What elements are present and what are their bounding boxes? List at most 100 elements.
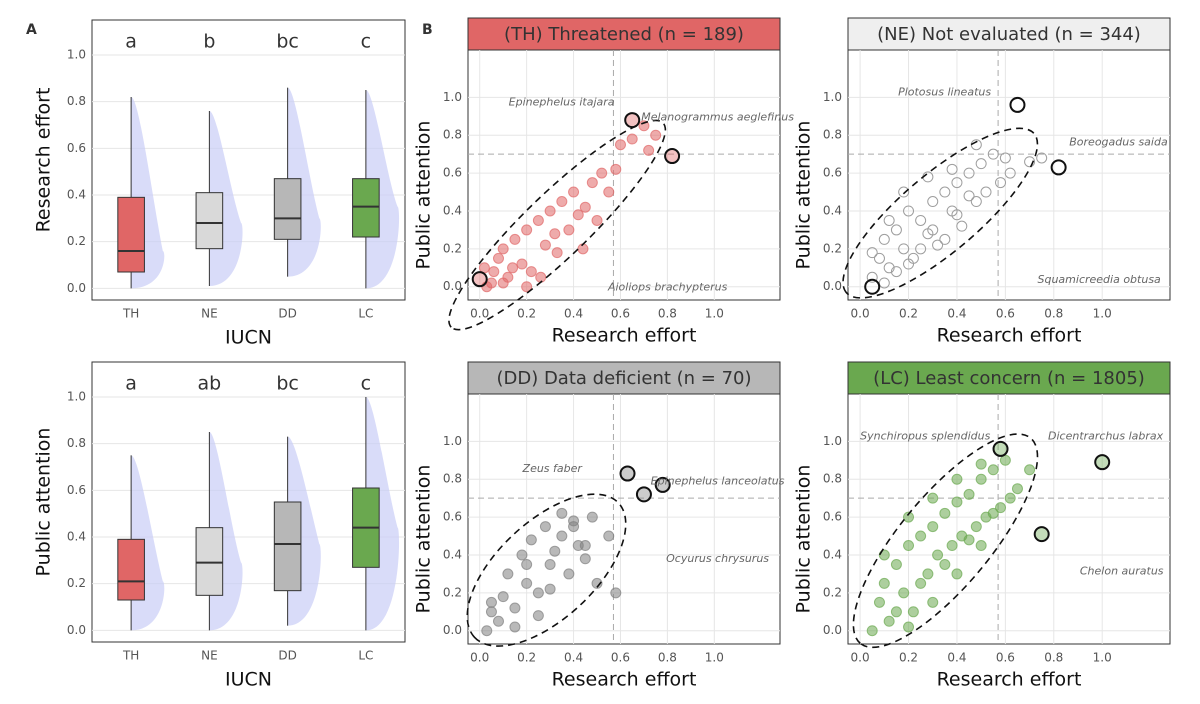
point bbox=[1011, 483, 1023, 495]
point bbox=[509, 233, 521, 245]
point bbox=[539, 521, 551, 533]
x-tick-label: 1.0 bbox=[705, 307, 724, 321]
point bbox=[903, 540, 915, 552]
y-tick-label: 0.8 bbox=[823, 472, 842, 486]
group-letter: ab bbox=[198, 373, 222, 395]
point bbox=[549, 545, 561, 557]
point bbox=[591, 214, 603, 226]
point bbox=[980, 186, 992, 198]
point bbox=[927, 596, 939, 608]
point bbox=[927, 521, 939, 533]
point bbox=[932, 549, 944, 561]
point bbox=[873, 252, 885, 264]
title-strip bbox=[467, 17, 781, 51]
point bbox=[898, 186, 910, 198]
species-label: Boreogadus saida bbox=[1069, 136, 1168, 149]
highlighted-point bbox=[664, 148, 681, 165]
point bbox=[956, 220, 968, 232]
highlighted-point bbox=[1050, 159, 1067, 176]
y-tick-label: 0.0 bbox=[67, 623, 86, 637]
point bbox=[551, 247, 563, 259]
y-axis-label: Public attention bbox=[793, 465, 815, 614]
x-tick-label: 0.6 bbox=[996, 651, 1015, 665]
point bbox=[951, 473, 963, 485]
species-label: Chelon auratus bbox=[1080, 565, 1164, 578]
point bbox=[951, 209, 963, 221]
point bbox=[939, 558, 951, 570]
x-axis-label: IUCN bbox=[225, 327, 272, 349]
point bbox=[946, 540, 958, 552]
point bbox=[507, 262, 519, 274]
point bbox=[610, 163, 622, 175]
y-tick-label: 0.2 bbox=[823, 585, 842, 599]
point bbox=[525, 266, 537, 278]
y-tick-label: 0.0 bbox=[443, 279, 462, 293]
y-tick-label: 0.0 bbox=[823, 623, 842, 637]
x-tick-label: 0.4 bbox=[947, 307, 966, 321]
point bbox=[556, 530, 568, 542]
y-tick-label: 0.0 bbox=[67, 281, 86, 295]
y-tick-label: 0.0 bbox=[823, 279, 842, 293]
point bbox=[878, 577, 890, 589]
point bbox=[556, 507, 568, 519]
highlighted-point bbox=[619, 465, 636, 482]
point bbox=[1004, 167, 1016, 179]
point bbox=[544, 583, 556, 595]
point bbox=[521, 558, 533, 570]
point bbox=[568, 521, 580, 533]
group-letter: c bbox=[361, 373, 371, 395]
x-axis-label: IUCN bbox=[225, 669, 272, 691]
y-tick-label: 1.0 bbox=[443, 434, 462, 448]
point bbox=[603, 530, 615, 542]
point bbox=[915, 243, 927, 255]
plot-background bbox=[847, 49, 1171, 301]
point bbox=[898, 587, 910, 599]
box bbox=[117, 538, 145, 601]
y-tick-label: 0.6 bbox=[443, 510, 462, 524]
x-tick-label: NE bbox=[201, 307, 218, 321]
point bbox=[995, 502, 1007, 514]
point bbox=[915, 530, 927, 542]
point bbox=[951, 177, 963, 189]
y-tick-label: 1.0 bbox=[67, 390, 86, 404]
highlighted-point bbox=[654, 476, 671, 493]
point bbox=[970, 196, 982, 208]
point bbox=[922, 568, 934, 580]
highlighted-point bbox=[635, 486, 652, 503]
highlighted-point bbox=[864, 278, 881, 295]
point bbox=[610, 587, 622, 599]
point bbox=[572, 209, 584, 221]
x-tick-label: 0.8 bbox=[1044, 307, 1063, 321]
x-tick-label: 1.0 bbox=[1093, 651, 1112, 665]
point bbox=[883, 615, 895, 627]
point bbox=[963, 167, 975, 179]
highlighted-point bbox=[1009, 96, 1026, 113]
point bbox=[532, 214, 544, 226]
point bbox=[650, 129, 662, 141]
y-tick-label: 0.6 bbox=[823, 166, 842, 180]
y-tick-label: 0.8 bbox=[443, 472, 462, 486]
x-tick-label: 0.4 bbox=[564, 651, 583, 665]
x-tick-label: 0.0 bbox=[470, 651, 489, 665]
x-axis-label: Research effort bbox=[552, 325, 697, 347]
point bbox=[509, 621, 521, 633]
species-label: Dicentrarchus labrax bbox=[1048, 430, 1164, 443]
point bbox=[975, 458, 987, 470]
x-tick-label: 1.0 bbox=[705, 651, 724, 665]
y-tick-label: 0.4 bbox=[443, 203, 462, 217]
x-tick-label: 0.0 bbox=[470, 307, 489, 321]
y-tick-label: 0.4 bbox=[823, 203, 842, 217]
point bbox=[481, 625, 493, 637]
point bbox=[549, 228, 561, 240]
point bbox=[488, 266, 500, 278]
y-tick-label: 0.8 bbox=[823, 128, 842, 142]
point bbox=[563, 568, 575, 580]
y-tick-label: 0.8 bbox=[67, 436, 86, 450]
y-tick-label: 0.4 bbox=[67, 188, 86, 202]
confidence-ellipse bbox=[466, 493, 627, 647]
y-tick-label: 0.2 bbox=[67, 576, 86, 590]
point bbox=[579, 201, 591, 213]
point bbox=[516, 258, 528, 270]
point bbox=[903, 205, 915, 217]
box bbox=[117, 196, 145, 273]
